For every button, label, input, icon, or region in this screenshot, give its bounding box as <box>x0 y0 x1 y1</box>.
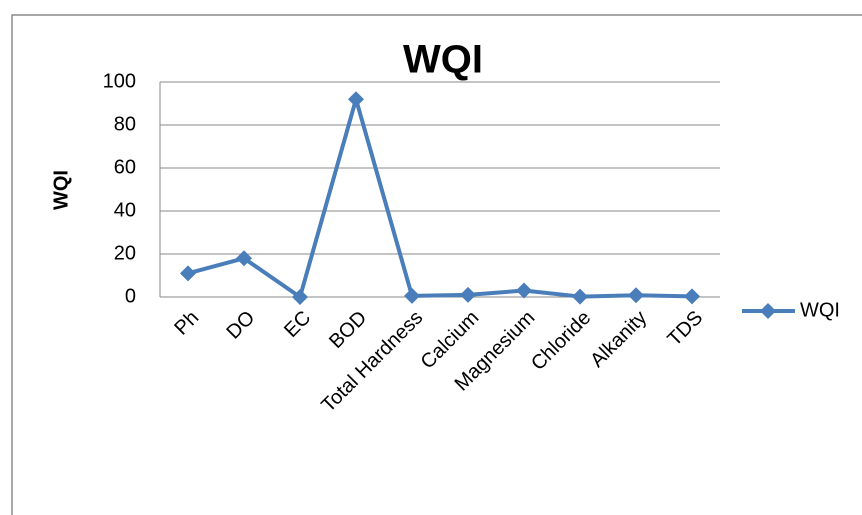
data-point <box>516 282 532 299</box>
y-axis-label: WQI <box>50 170 72 210</box>
y-tick-label: 80 <box>114 113 136 135</box>
data-point <box>292 289 308 305</box>
data-point <box>684 288 700 305</box>
legend-label: WQI <box>800 299 840 321</box>
y-tick-label: 0 <box>125 285 136 307</box>
data-point <box>404 287 420 304</box>
y-tick-label: 60 <box>114 156 136 178</box>
y-tick-label: 20 <box>114 242 136 264</box>
data-point <box>236 250 252 267</box>
data-point <box>572 288 588 305</box>
data-point <box>180 265 196 282</box>
chart-title: WQI <box>403 38 483 82</box>
legend-marker <box>760 303 776 319</box>
y-tick-label: 100 <box>103 70 136 92</box>
data-point <box>628 287 644 304</box>
chart-frame <box>11 14 862 515</box>
data-point <box>460 286 476 303</box>
data-point <box>348 91 364 108</box>
y-tick-label: 40 <box>114 199 136 221</box>
data-line <box>187 97 693 299</box>
